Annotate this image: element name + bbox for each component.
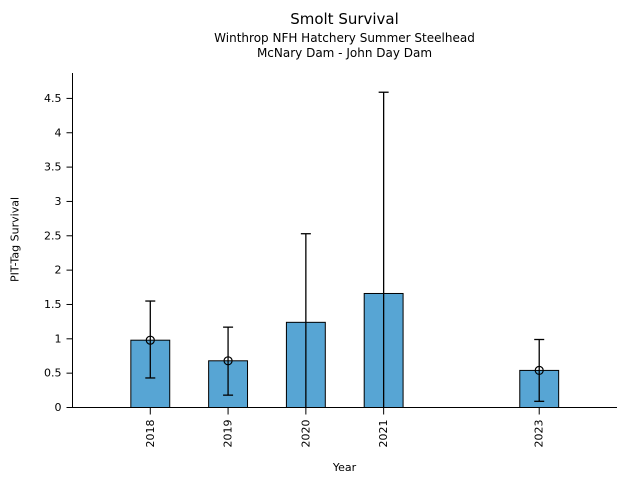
y-tick-label-3.5: 3.5 — [44, 161, 62, 174]
y-tick-label-2.5: 2.5 — [44, 229, 62, 242]
y-axis-label: PIT-Tag Survival — [8, 197, 22, 283]
x-tick-label-2020: 2020 — [299, 420, 312, 448]
point-marker-2019 — [223, 356, 233, 366]
point-marker-2023 — [534, 365, 544, 376]
x-tick-label-2018: 2018 — [144, 420, 157, 448]
chart-header: Smolt Survival Winthrop NFH Hatchery Sum… — [72, 10, 617, 61]
y-tick-label-4: 4 — [55, 126, 62, 139]
y-tick-label-0.5: 0.5 — [44, 367, 62, 380]
x-tick-label-2023: 2023 — [533, 420, 546, 448]
point-marker-2018 — [145, 335, 155, 345]
x-axis-label: Year — [332, 461, 357, 474]
y-tick-label-1.5: 1.5 — [44, 298, 62, 311]
x-tick-label-2021: 2021 — [377, 420, 390, 448]
y-tick-label-0: 0 — [55, 401, 62, 414]
y-tick-label-4.5: 4.5 — [44, 92, 62, 105]
x-tick-label-2019: 2019 — [222, 420, 235, 448]
chart-subtitle-line2: McNary Dam - John Day Dam — [256, 45, 433, 60]
chart-title: Smolt Survival — [290, 10, 399, 28]
y-tick-label-2: 2 — [55, 264, 62, 277]
y-tick-label-3: 3 — [55, 195, 62, 208]
chart-subtitle-line1: Winthrop NFH Hatchery Summer Steelhead — [214, 30, 475, 45]
y-tick-label-1: 1 — [55, 332, 62, 345]
